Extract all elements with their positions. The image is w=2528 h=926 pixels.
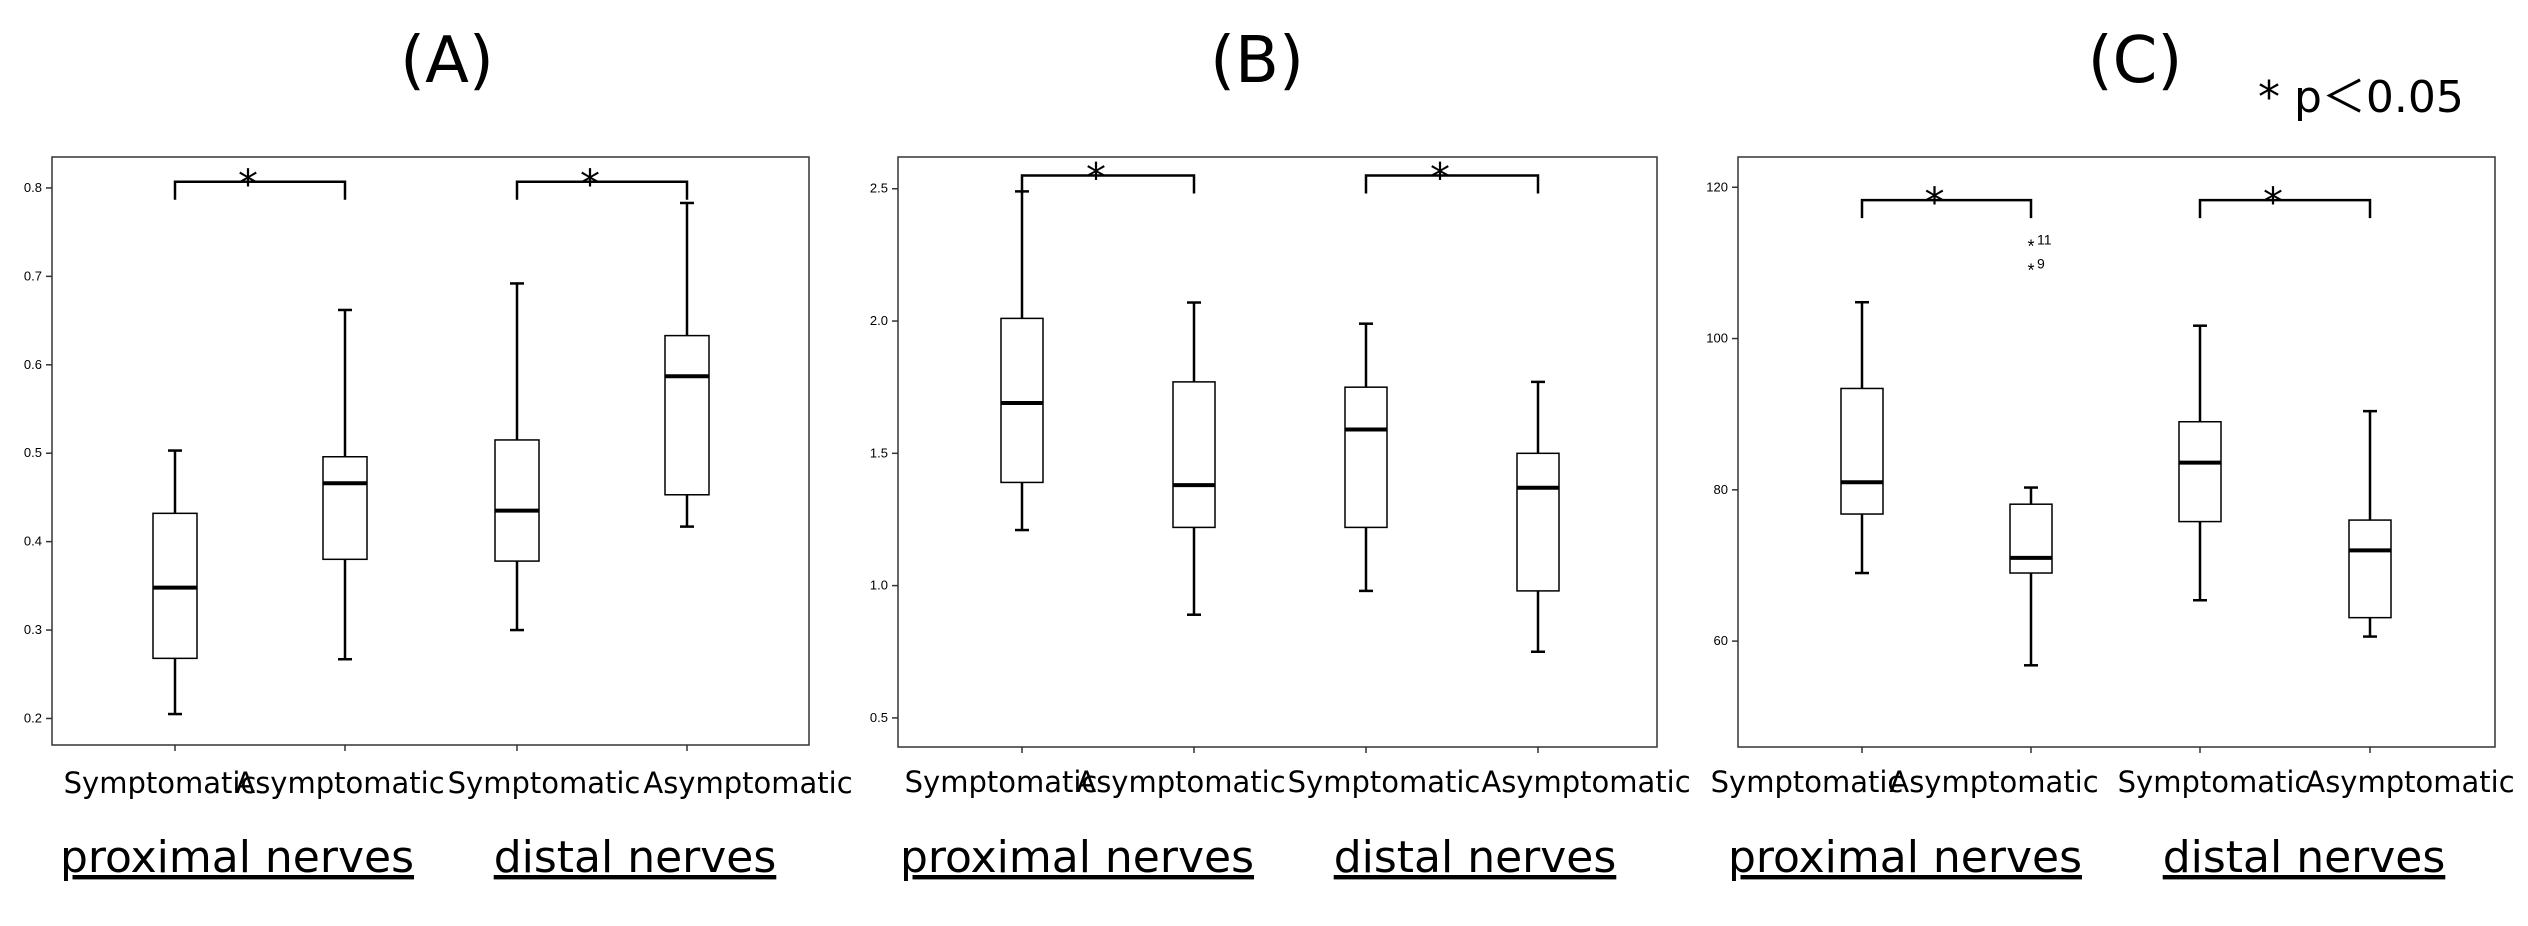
panel-b-ytick-label-3: 2.0 bbox=[870, 313, 888, 328]
panel-c-outlier-1: * bbox=[2027, 261, 2034, 281]
panel-c-significance-star-1: * bbox=[2263, 180, 2283, 226]
panel-a: (A) 0.20.30.40.50.60.70.8 * * Symptomatic… bbox=[24, 24, 853, 883]
panel-a-ytick-label-2: 0.4 bbox=[24, 534, 42, 549]
panel-a-ytick-label-0: 0.2 bbox=[24, 710, 42, 725]
panel-a-category-1: Symptomatic bbox=[64, 766, 257, 800]
iqr-box bbox=[1344, 386, 1388, 529]
panel-a-ytick-label-5: 0.7 bbox=[24, 268, 42, 283]
panel-c-outlier-0: * bbox=[2027, 237, 2034, 257]
panel-c-title: (C) bbox=[2088, 24, 2183, 98]
panel-a-group-proximal: proximal nerves bbox=[60, 832, 414, 883]
panel-b-group-distal: distal nerves bbox=[1334, 832, 1617, 883]
panel-c-outlier-label-0: 11 bbox=[2037, 232, 2052, 248]
panel-c-category-4: Asymptomatic bbox=[2305, 765, 2514, 799]
panel-c-y-axis: 60 80 100 120 bbox=[1706, 179, 2371, 753]
panel-a-boxes bbox=[152, 201, 710, 716]
panel-c-category-1: Symptomatic bbox=[1711, 765, 1904, 799]
panel-b-title: (B) bbox=[1210, 24, 1304, 98]
panel-b-significance-star-0: * bbox=[1086, 156, 1106, 202]
panel-c-ytick-label-2: 100 bbox=[1706, 331, 1728, 346]
panel-a-significance-bracket-1 bbox=[515, 180, 689, 200]
panel-c-outliers: * 11* 9 bbox=[2027, 232, 2051, 281]
panel-a-title: (A) bbox=[400, 24, 494, 98]
panel-a-ytick-label-6: 0.8 bbox=[24, 180, 42, 195]
panel-b-significance-star-1: * bbox=[1430, 156, 1450, 202]
panel-b-category-4: Asymptomatic bbox=[1481, 765, 1690, 799]
panel-b-category-2: Asymptomatic bbox=[1076, 765, 1285, 799]
panel-c-boxes bbox=[1840, 300, 2392, 667]
panel-c-ytick-label-1: 80 bbox=[1714, 482, 1728, 497]
panel-b-group-proximal: proximal nerves bbox=[900, 832, 1254, 883]
panel-c-ytick-label-3: 120 bbox=[1706, 179, 1728, 194]
panel-b-category-1: Symptomatic bbox=[905, 765, 1098, 799]
panel-c-box-1 bbox=[1840, 300, 1884, 575]
panel-a-group-distal: distal nerves bbox=[494, 832, 777, 883]
panel-c-significance-bracket-1 bbox=[2198, 198, 2372, 219]
panel-a-ytick-label-3: 0.5 bbox=[24, 445, 42, 460]
iqr-box bbox=[2348, 519, 2392, 619]
panel-c-category-2: Asymptomatic bbox=[1889, 765, 2098, 799]
panel-b-box-1 bbox=[1000, 190, 1044, 532]
significance-note: * p＜0.05 bbox=[2258, 72, 2464, 123]
panel-c-significance-bracket-0 bbox=[1860, 198, 2033, 219]
panel-c-outlier-label-1: 9 bbox=[2037, 256, 2045, 272]
panel-b-box-2 bbox=[1172, 301, 1216, 616]
panel-b-significance-bracket-1 bbox=[1364, 174, 1540, 194]
panel-b-ytick-label-1: 1.0 bbox=[870, 578, 888, 593]
panel-a-category-2: Asymptomatic bbox=[235, 766, 444, 800]
iqr-box bbox=[1172, 381, 1216, 529]
panel-a-category-3: Symptomatic bbox=[448, 766, 641, 800]
panel-a-box-1 bbox=[152, 449, 198, 716]
panel-a-significance-star-1: * bbox=[580, 162, 600, 208]
panel-c-box-3 bbox=[2178, 324, 2222, 602]
iqr-box bbox=[2009, 503, 2053, 574]
panel-a-ytick-label-4: 0.6 bbox=[24, 357, 42, 372]
panel-c-group-proximal: proximal nerves bbox=[1728, 832, 2082, 883]
panel-a-significance-bracket-0 bbox=[173, 180, 347, 200]
panel-b-category-3: Symptomatic bbox=[1288, 765, 1481, 799]
panel-c-plot-frame bbox=[1737, 156, 2496, 748]
panel-a-box-3 bbox=[494, 282, 540, 632]
panel-a-ytick-label-1: 0.3 bbox=[24, 622, 42, 637]
panel-b-significance-bracket-0 bbox=[1020, 174, 1196, 194]
panel-b-ytick-label-4: 2.5 bbox=[870, 181, 888, 196]
panel-a-plot-frame bbox=[51, 156, 810, 746]
iqr-box bbox=[664, 334, 710, 496]
panel-b-y-axis: 0.5 1.0 1.5 2.0 2.5 bbox=[870, 181, 1539, 753]
panel-b-ytick-label-0: 0.5 bbox=[870, 710, 888, 725]
panel-c-box-4 bbox=[2348, 409, 2392, 638]
iqr-box bbox=[1840, 387, 1884, 515]
panel-a-significance: * * bbox=[173, 162, 689, 208]
iqr-box bbox=[1516, 452, 1560, 592]
panel-c-ytick-label-0: 60 bbox=[1714, 633, 1728, 648]
panel-c-category-3: Symptomatic bbox=[2118, 765, 2311, 799]
panel-a-significance-star-0: * bbox=[238, 162, 258, 208]
panel-b-ytick-label-2: 1.5 bbox=[870, 445, 888, 460]
panel-c-box-2 bbox=[2009, 486, 2053, 667]
panel-a-box-4 bbox=[664, 201, 710, 528]
panel-a-box-2 bbox=[322, 308, 368, 661]
panel-b-box-3 bbox=[1344, 322, 1388, 593]
iqr-box bbox=[2178, 420, 2222, 523]
panel-a-category-4: Asymptomatic bbox=[643, 766, 852, 800]
iqr-box bbox=[494, 439, 540, 562]
panel-c-significance: * * bbox=[1860, 180, 2372, 226]
iqr-box bbox=[322, 455, 368, 561]
iqr-box bbox=[1000, 317, 1044, 484]
panel-b-boxes bbox=[1000, 190, 1560, 654]
panel-b-plot-frame bbox=[897, 156, 1658, 748]
panel-c-group-distal: distal nerves bbox=[2163, 832, 2446, 883]
panel-b: (B) 0.51.01.52.02.5 * * Symptomatic Asymp… bbox=[870, 24, 1691, 883]
panel-a-y-axis: 0.2 0.3 0.4 0.5 0.6 0.7 0.8 bbox=[24, 180, 688, 751]
panel-c-significance-star-0: * bbox=[1925, 180, 1945, 226]
panel-b-significance: * * bbox=[1020, 156, 1540, 202]
panel-b-box-4 bbox=[1516, 380, 1560, 654]
